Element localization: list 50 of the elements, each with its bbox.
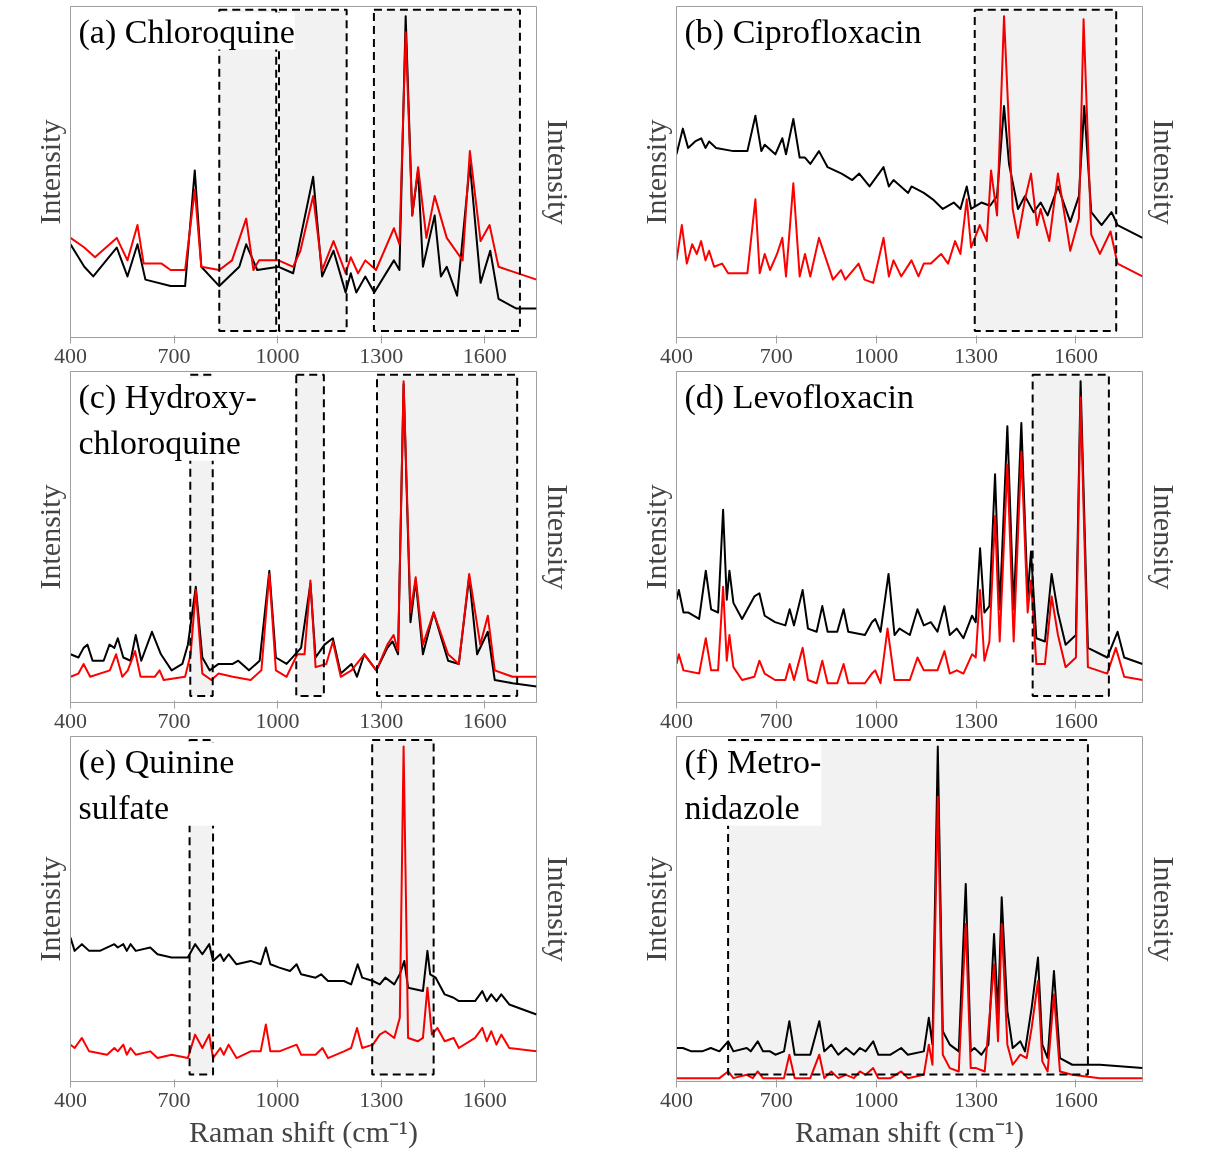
x-tick-label: 1000: [255, 342, 300, 368]
x-tick-label: 400: [660, 707, 693, 733]
x-tick-label: 1600: [1053, 707, 1098, 733]
x-tick-label: 1300: [954, 1086, 999, 1112]
x-tick-label: 700: [157, 707, 191, 733]
x-tick-label: 400: [660, 1086, 693, 1112]
chart-title: (b) Ciprofloxacin: [684, 12, 922, 51]
y2-axis-title: Intensity: [541, 484, 575, 590]
x-tick-label: 1000: [255, 707, 300, 733]
y-axis-title: Intensity: [32, 856, 66, 962]
chart-title: (d) Levofloxacin: [684, 377, 914, 416]
x-tick-label: 700: [157, 1086, 191, 1112]
text: (f) Metro- nidazole: [684, 742, 822, 826]
y-axis-title: Intensity: [32, 119, 66, 225]
x-tick-label: 400: [54, 342, 87, 368]
x-tick-label: 1000: [854, 707, 899, 733]
x-tick-label: 1600: [462, 1086, 507, 1112]
x-tick-label: 1600: [1053, 1086, 1098, 1112]
y2-axis-title: Intensity: [1147, 119, 1181, 225]
y2-axis-title: Intensity: [1147, 856, 1181, 962]
x-tick-label: 700: [759, 342, 793, 368]
chart-title: (a) Chloroquine: [78, 12, 295, 51]
x-tick-label: 1600: [462, 707, 507, 733]
x-axis-title: Raman shift (cm⁻¹): [795, 1114, 1024, 1149]
y-axis-title: Intensity: [638, 484, 672, 590]
x-tick-label: 700: [759, 1086, 793, 1112]
x-tick-label: 1300: [954, 707, 999, 733]
x-tick-label: 700: [157, 342, 191, 368]
x-axis-title: Raman shift (cm⁻¹): [189, 1114, 418, 1149]
y2-axis-title: Intensity: [1147, 484, 1181, 590]
x-tick-label: 1600: [462, 342, 507, 368]
x-tick-label: 400: [54, 1086, 87, 1112]
text: (c) Hydroxy- chloroquine: [78, 377, 257, 461]
y-axis-title: Intensity: [638, 856, 672, 962]
x-tick-label: 400: [54, 707, 87, 733]
x-tick-label: 1300: [359, 1086, 404, 1112]
x-tick-label: 1000: [854, 1086, 899, 1112]
x-tick-label: 1300: [954, 342, 999, 368]
x-tick-label: 1000: [255, 1086, 300, 1112]
x-tick-label: 400: [660, 342, 693, 368]
y-axis-title: Intensity: [638, 119, 672, 225]
y-axis-title: Intensity: [32, 484, 66, 590]
x-tick-label: 1600: [1053, 342, 1098, 368]
x-tick-label: 700: [759, 707, 793, 733]
x-tick-label: 1000: [854, 342, 899, 368]
y2-axis-title: Intensity: [541, 856, 575, 962]
x-tick-label: 1300: [359, 342, 404, 368]
y2-axis-title: Intensity: [541, 119, 575, 225]
text: (e) Quinine sulfate: [78, 742, 235, 826]
x-tick-label: 1300: [359, 707, 404, 733]
